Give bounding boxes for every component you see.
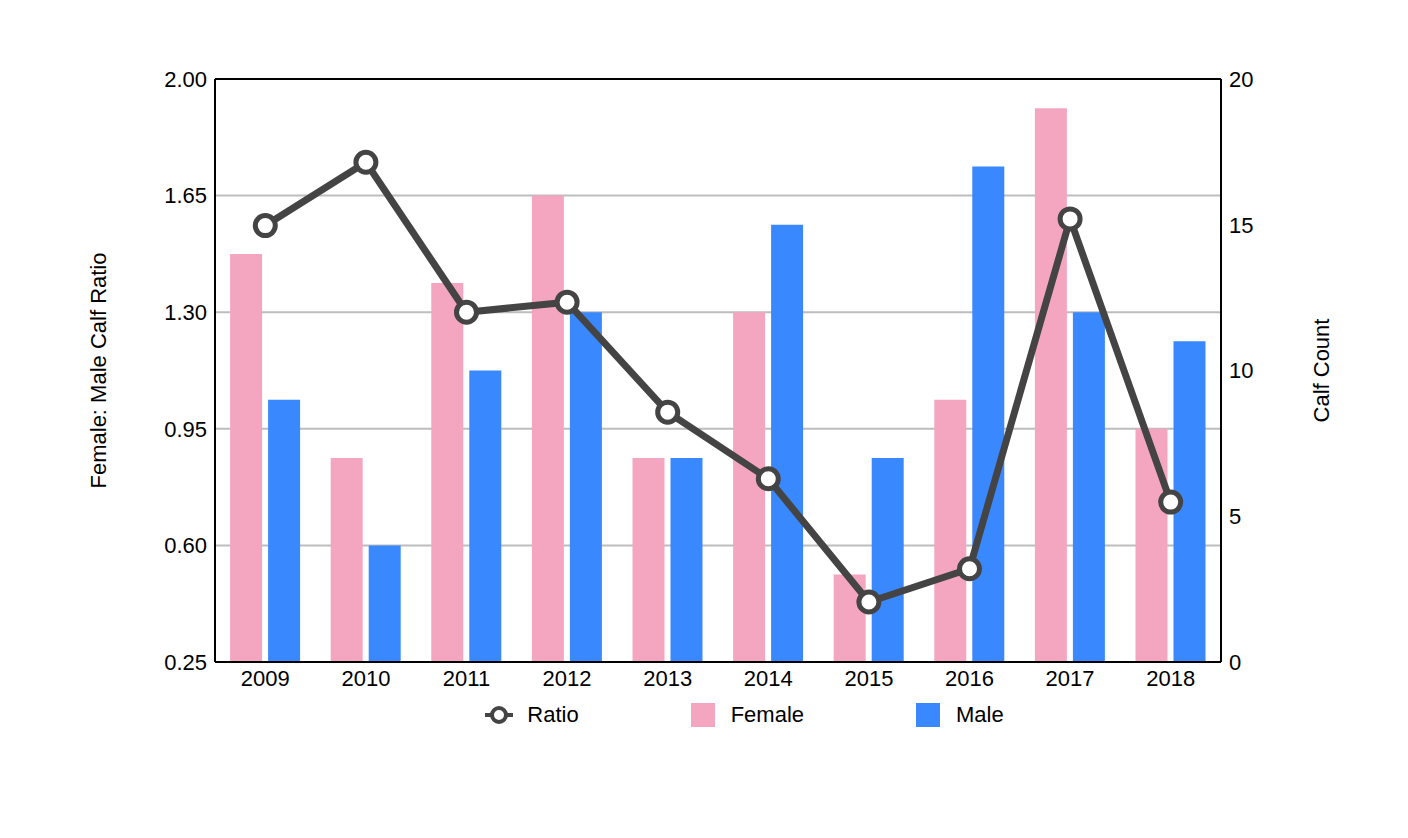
svg-text:15: 15 — [1229, 213, 1253, 238]
svg-text:2013: 2013 — [643, 666, 692, 691]
svg-text:0.95: 0.95 — [164, 417, 207, 442]
html-text:Male: Male — [956, 702, 1004, 727]
svg-text:2016: 2016 — [945, 666, 994, 691]
svg-text:0.60: 0.60 — [164, 533, 207, 558]
svg-text:2010: 2010 — [341, 666, 390, 691]
svg-text:5: 5 — [1229, 504, 1241, 529]
svg-text:Female: Male Calf Ratio: Female: Male Calf Ratio — [86, 253, 111, 489]
svg-text:0.25: 0.25 — [164, 650, 207, 675]
svg-text:20: 20 — [1229, 67, 1253, 92]
svg-text:10: 10 — [1229, 358, 1253, 383]
svg-text:2.00: 2.00 — [164, 67, 207, 92]
svg-text:2017: 2017 — [1046, 666, 1095, 691]
svg-text:1.65: 1.65 — [164, 183, 207, 208]
html-text:Female: Female — [730, 702, 804, 727]
svg-text:2018: 2018 — [1146, 666, 1195, 691]
svg-text:2015: 2015 — [844, 666, 893, 691]
svg-text:2011: 2011 — [443, 666, 490, 691]
svg-text:0: 0 — [1229, 650, 1241, 675]
html-text:Ratio: Ratio — [527, 702, 579, 727]
svg-text:1.30: 1.30 — [164, 300, 207, 325]
svg-text:2014: 2014 — [744, 666, 793, 691]
svg-text:2012: 2012 — [543, 666, 592, 691]
svg-text:Calf Count: Calf Count — [1309, 319, 1334, 423]
svg-text:2009: 2009 — [241, 666, 290, 691]
